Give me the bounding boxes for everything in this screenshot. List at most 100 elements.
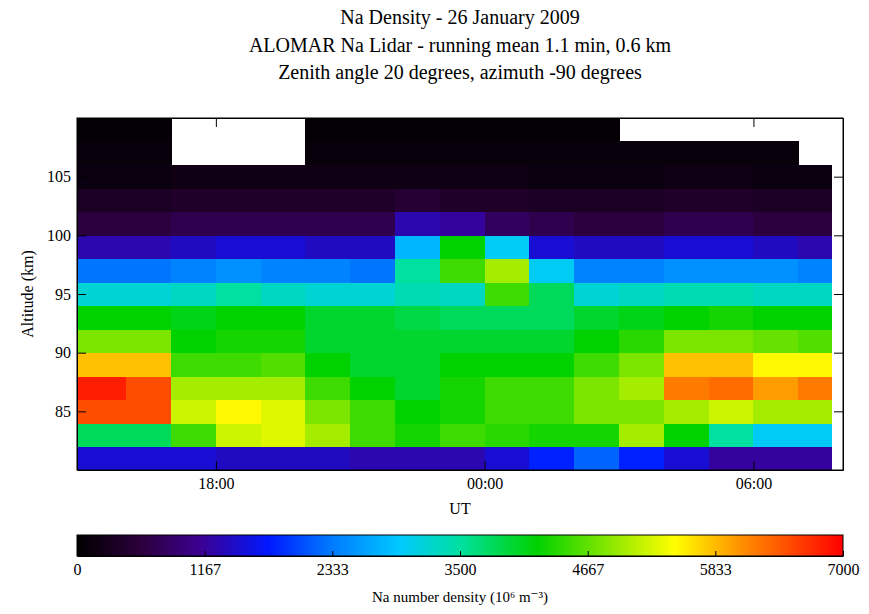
heatmap-cell: [171, 306, 216, 330]
heatmap-cell: [350, 235, 395, 259]
tick-mark: [216, 118, 217, 127]
tick: [216, 118, 217, 127]
heatmap-cell: [440, 353, 485, 377]
heatmap-cell: [261, 447, 306, 470]
tick: 95: [55, 286, 86, 303]
tick: [834, 294, 843, 295]
tick: [485, 118, 486, 127]
heatmap-cell: [350, 118, 395, 142]
heatmap-cell: [305, 376, 350, 400]
heatmap-cell: [126, 329, 171, 353]
heatmap-cell: [753, 329, 798, 353]
heatmap-cell: [440, 141, 485, 165]
tick-label: 5833: [700, 561, 732, 578]
heatmap-cell: [126, 282, 171, 306]
heatmap-cell: [395, 423, 440, 447]
heatmap-cell: [664, 165, 709, 189]
heatmap-cell: [664, 376, 709, 400]
heatmap-cell: [798, 259, 832, 283]
heatmap-cell: [798, 423, 832, 447]
heatmap-cell: [350, 188, 395, 212]
heatmap-cell: [171, 282, 216, 306]
heatmap-cell: [126, 353, 171, 377]
heatmap-cell: [753, 259, 798, 283]
heatmap-cell: [619, 212, 664, 236]
tick: [834, 411, 843, 412]
tick: 85: [55, 403, 86, 420]
heatmap-cell: [77, 306, 127, 330]
heatmap-cell: [753, 376, 798, 400]
tick-mark: [77, 177, 86, 178]
heatmap-cell: [440, 165, 485, 189]
heatmap-cell: [619, 400, 664, 424]
heatmap-cell: [126, 165, 171, 189]
heatmap-cell: [529, 235, 574, 259]
heatmap-cell: [261, 329, 306, 353]
heatmap-cell: [440, 306, 485, 330]
tick-label: 105: [47, 168, 71, 185]
heatmap-cell: [440, 118, 485, 142]
heatmap-cell: [574, 212, 619, 236]
heatmap-cell: [171, 165, 216, 189]
tick-label: 100: [47, 227, 71, 244]
tick-mark: [753, 118, 754, 127]
heatmap-cell: [574, 353, 619, 377]
x-axis: 18:0000:0006:00: [78, 461, 844, 492]
heatmap-cell: [171, 400, 216, 424]
heatmap-cell: [619, 447, 664, 470]
heatmap-cell: [619, 141, 664, 165]
tick: 5833: [700, 551, 732, 578]
heatmap-cell: [440, 212, 485, 236]
colorbar-title: Na number density (10⁶ m⁻³): [372, 589, 548, 606]
heatmap-cell: [216, 259, 261, 283]
heatmap-cell: [216, 376, 261, 400]
tick-mark: [834, 353, 843, 354]
heatmap-cell: [216, 235, 261, 259]
heatmap-cell: [619, 259, 664, 283]
heatmap-cell: [619, 353, 664, 377]
heatmap-cell: [619, 165, 664, 189]
heatmap-cell: [574, 400, 619, 424]
heatmap-cell: [485, 306, 530, 330]
heatmap-cell: [619, 329, 664, 353]
heatmap-cell: [440, 400, 485, 424]
heatmap-cell: [350, 212, 395, 236]
tick: [834, 353, 843, 354]
heatmap-cell: [664, 188, 709, 212]
heatmap-cell: [395, 400, 440, 424]
tick-mark: [77, 235, 86, 236]
tick-label: 18:00: [198, 475, 234, 492]
y-axis: 859095100105: [47, 119, 86, 471]
heatmap-cell: [350, 165, 395, 189]
heatmap-cell: [709, 259, 754, 283]
heatmap-cell: [753, 447, 798, 470]
heatmap-cell: [619, 235, 664, 259]
heatmap-cell: [261, 376, 306, 400]
heatmap-cell: [664, 423, 709, 447]
heatmap-cell: [77, 259, 127, 283]
tick: 0: [74, 551, 82, 578]
heatmap-cell: [77, 282, 127, 306]
heatmap-cell: [485, 282, 530, 306]
heatmap-cell: [126, 259, 171, 283]
heatmap-cell: [126, 235, 171, 259]
heatmap-cell: [798, 165, 832, 189]
heatmap-cell: [753, 423, 798, 447]
heatmap-cell: [753, 212, 798, 236]
heatmap-cell: [485, 188, 530, 212]
tick-label: 85: [55, 403, 71, 420]
heatmap-cell: [709, 306, 754, 330]
heatmap-cell: [664, 235, 709, 259]
heatmap-cell: [305, 118, 350, 142]
heatmap-cell: [261, 259, 306, 283]
heatmap-cell: [753, 400, 798, 424]
tick-label: 06:00: [736, 475, 772, 492]
heatmap-cell: [350, 282, 395, 306]
heatmap-cell: [529, 118, 574, 142]
heatmap-cell: [664, 141, 709, 165]
heatmap-cell: [440, 329, 485, 353]
heatmap-cell: [574, 165, 619, 189]
heatmap-cell: [395, 376, 440, 400]
colorbar-axis: 0116723333500466758337000: [74, 551, 860, 578]
tick-mark: [77, 551, 78, 556]
